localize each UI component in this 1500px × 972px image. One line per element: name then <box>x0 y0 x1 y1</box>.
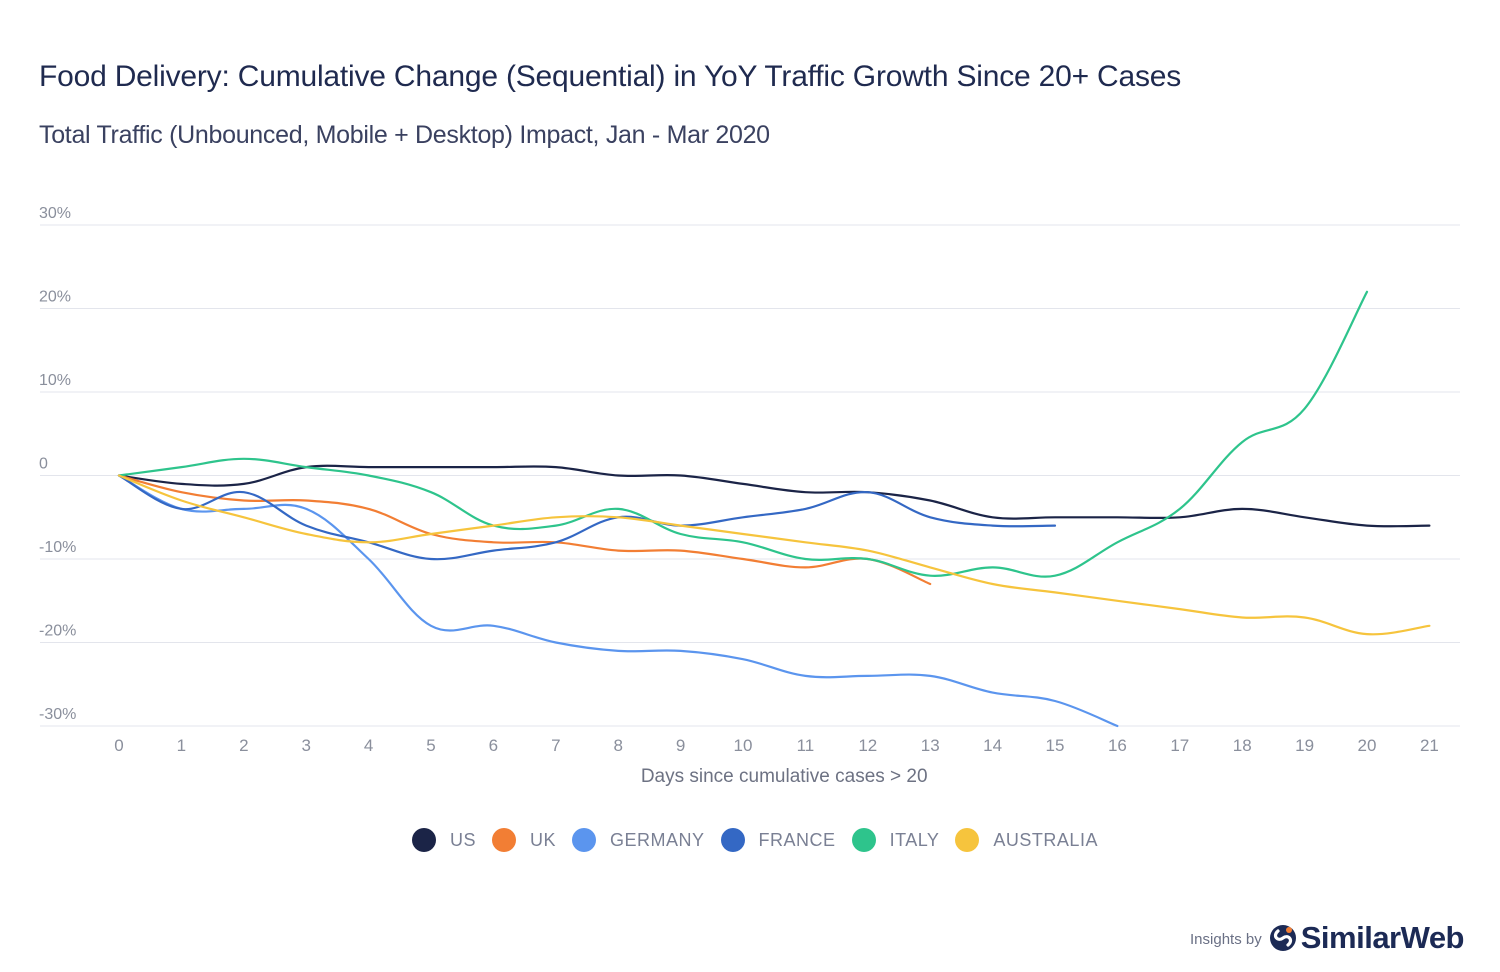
x-tick-label: 16 <box>1108 736 1127 755</box>
x-tick-label: 21 <box>1420 736 1439 755</box>
legend-item-us: US <box>412 828 476 852</box>
similarweb-logo-icon <box>1269 925 1296 951</box>
x-tick-label: 1 <box>177 736 186 755</box>
series-line-germany <box>117 474 1119 728</box>
chart-legend: US UK GERMANY FRANCE ITALY AUSTRALIA <box>412 828 1114 852</box>
series-line-france <box>117 474 1057 561</box>
series-line-us <box>117 464 1431 528</box>
series-line-uk <box>117 474 932 586</box>
legend-item-france: FRANCE <box>720 828 836 852</box>
legend-item-italy: ITALY <box>851 828 940 852</box>
x-tick-label: 20 <box>1358 736 1377 755</box>
branding-prefix: Insights by <box>1190 930 1262 948</box>
legend-label: GERMANY <box>610 829 705 850</box>
legend-label: UK <box>530 829 557 850</box>
x-tick-label: 8 <box>613 736 622 755</box>
x-tick-label: 18 <box>1233 736 1252 755</box>
legend-swatch <box>720 828 745 852</box>
chart-title: Food Delivery: Cumulative Change (Sequen… <box>39 60 1182 93</box>
y-tick-label: -20% <box>39 623 76 640</box>
x-tick-label: 4 <box>364 736 373 755</box>
y-tick-label: -30% <box>39 706 76 723</box>
legend-swatch <box>492 828 517 852</box>
x-tick-label: 9 <box>676 736 685 755</box>
x-tick-label: 19 <box>1295 736 1314 755</box>
legend-item-uk: UK <box>492 828 556 852</box>
x-tick-label: 2 <box>239 736 248 755</box>
y-tick-label: 0 <box>39 456 48 473</box>
x-tick-label: 7 <box>551 736 560 755</box>
legend-swatch <box>851 828 876 852</box>
x-tick-label: 11 <box>797 736 815 755</box>
legend-item-germany: GERMANY <box>572 828 705 852</box>
legend-label: US <box>450 829 477 850</box>
series-line-australia <box>117 474 1431 636</box>
x-tick-label: 6 <box>489 736 498 755</box>
legend-item-australia: AUSTRALIA <box>955 828 1098 852</box>
chart-subtitle: Total Traffic (Unbounced, Mobile + Deskt… <box>39 121 770 149</box>
x-tick-label: 3 <box>301 736 310 755</box>
legend-label: FRANCE <box>758 829 836 850</box>
y-tick-label: -10% <box>39 539 76 556</box>
x-tick-label: 0 <box>114 736 123 755</box>
series-line-italy <box>117 290 1369 578</box>
line-chart: 30%20%10%0-10%-20%-30%0 1 2 3 4 5 6 7 8 9 10 11 12 13… <box>39 205 1460 787</box>
x-tick-label: 15 <box>1046 736 1065 755</box>
y-tick-label: 30% <box>39 205 71 222</box>
x-tick-label: 10 <box>734 736 753 755</box>
x-tick-label: 13 <box>921 736 940 755</box>
x-tick-label: 14 <box>983 736 1002 755</box>
x-axis-title: Days since cumulative cases > 20 <box>641 766 928 787</box>
legend-swatch <box>955 828 980 852</box>
branding-name: SimilarWeb <box>1300 920 1465 955</box>
branding: Insights by SimilarWeb <box>1190 920 1464 956</box>
y-tick-label: 20% <box>39 289 71 306</box>
legend-swatch <box>412 828 436 852</box>
legend-swatch <box>572 828 597 852</box>
x-tick-label: 12 <box>858 736 877 755</box>
legend-label: AUSTRALIA <box>993 829 1098 850</box>
x-tick-label: 5 <box>426 736 435 755</box>
x-tick-label: 17 <box>1170 736 1189 755</box>
y-tick-label: 10% <box>39 372 71 389</box>
legend-label: ITALY <box>889 829 940 850</box>
